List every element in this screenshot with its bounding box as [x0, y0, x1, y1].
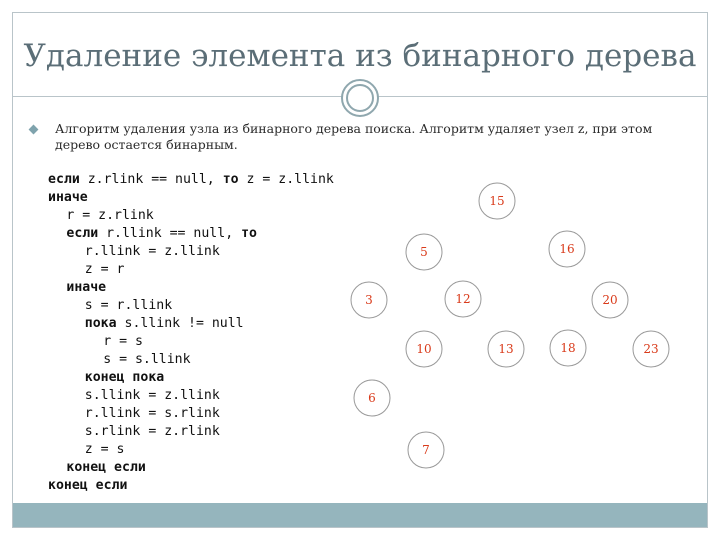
tree-node-23: 23: [632, 330, 670, 368]
code-text: z = z.llink: [238, 172, 334, 187]
code-line: r.llink = z.llink: [48, 243, 334, 261]
code-line: конец если: [48, 477, 334, 495]
tree-edge: [579, 263, 599, 286]
tree-node-16: 16: [548, 230, 586, 268]
tree-node-circle: [353, 379, 391, 417]
tree-node-18: 18: [549, 329, 587, 367]
tree-edge: [435, 313, 452, 335]
tree-node-label: 20: [602, 293, 617, 307]
code-keyword: если: [48, 172, 80, 187]
code-text: s.llink != null: [116, 316, 244, 331]
tree-node-circle: [549, 329, 587, 367]
tree-node-circle: [478, 182, 516, 220]
code-line: z = s: [48, 441, 334, 459]
code-line: иначе: [48, 279, 334, 297]
code-line: s.rlink = z.rlink: [48, 423, 334, 441]
circle-ornament-icon: [341, 79, 379, 117]
code-keyword: то: [241, 226, 257, 241]
tree-node-label: 15: [489, 194, 504, 208]
code-text: s = s.llink: [103, 352, 191, 367]
tree-node-circle: [350, 281, 388, 319]
code-line: иначе: [48, 189, 334, 207]
code-keyword: конец если: [66, 460, 146, 475]
slide-title: Удаление элемента из бинарного дерева: [23, 38, 697, 74]
tree-node-7: 7: [407, 431, 445, 469]
tree-node-label: 5: [420, 245, 428, 259]
tree-node-circle: [487, 330, 525, 368]
tree-node-label: 7: [422, 443, 430, 457]
code-text: r.llink == null,: [98, 226, 242, 241]
tree-node-5: 5: [405, 233, 443, 271]
code-keyword: конец если: [48, 478, 128, 493]
code-line: r.llink = s.rlink: [48, 405, 334, 423]
intro-text: Алгоритм удаления узла из бинарного дере…: [55, 121, 653, 152]
footer-bar: [13, 503, 707, 527]
code-keyword: иначе: [48, 190, 88, 205]
code-line: r = z.rlink: [48, 207, 334, 225]
code-text: r = z.rlink: [66, 208, 154, 223]
code-keyword: если: [66, 226, 99, 241]
tree-node-10: 10: [405, 330, 443, 368]
tree-edge: [385, 361, 411, 385]
tree-node-label: 16: [559, 242, 574, 256]
tree-edge: [439, 211, 482, 241]
code-keyword: конец пока: [84, 370, 165, 385]
tree-edge: [385, 410, 413, 437]
tree-node-label: 18: [560, 341, 575, 355]
code-text: s.rlink = z.rlink: [84, 424, 220, 439]
tree-node-15: 15: [478, 182, 516, 220]
code-line: если r.llink == null, то: [48, 225, 334, 243]
code-line: z = r: [48, 261, 334, 279]
code-line: s.llink = z.llink: [48, 387, 334, 405]
tree-node-12: 12: [444, 280, 482, 318]
code-line: пока s.llink != null: [48, 315, 334, 333]
code-keyword: то: [222, 172, 239, 187]
tree-edge: [475, 313, 495, 336]
tree-node-circle: [548, 230, 586, 268]
code-line: s = s.llink: [48, 351, 334, 369]
tree-node-circle: [405, 330, 443, 368]
code-text: r.llink = s.rlink: [84, 406, 220, 421]
tree-node-label: 6: [368, 391, 376, 405]
tree-node-6: 6: [353, 379, 391, 417]
code-text: z = r: [84, 262, 125, 277]
code-text: r.llink = z.llink: [84, 244, 220, 259]
tree-node-label: 23: [643, 342, 658, 356]
tree-node-20: 20: [591, 281, 629, 319]
code-line: конец пока: [48, 369, 334, 387]
tree-node-circle: [444, 280, 482, 318]
tree-edge: [435, 266, 451, 285]
tree-edge: [383, 264, 411, 288]
tree-node-label: 12: [455, 292, 470, 306]
code-line: r = s: [48, 333, 334, 351]
tree-node-13: 13: [487, 330, 525, 368]
code-keyword: пока: [84, 316, 117, 331]
tree-node-circle: [632, 330, 670, 368]
code-line: конец если: [48, 459, 334, 477]
tree-node-circle: [407, 431, 445, 469]
tree-node-circle: [591, 281, 629, 319]
code-text: z.rlink == null,: [79, 172, 223, 187]
code-line: если z.rlink == null, то z = z.llink: [48, 171, 334, 189]
tree-edge: [580, 314, 598, 335]
tree-node-3: 3: [350, 281, 388, 319]
code-text: z = s: [84, 442, 125, 457]
tree-node-circle: [405, 233, 443, 271]
code-keyword: иначе: [66, 280, 107, 295]
code-text: r = s: [103, 334, 143, 349]
code-text: s.llink = z.llink: [84, 388, 220, 403]
tree-node-label: 3: [365, 293, 373, 307]
tree-edge: [622, 314, 640, 335]
tree-node-label: 10: [416, 342, 431, 356]
code-line: s = r.llink: [48, 297, 334, 315]
pseudocode-block: если z.rlink == null, то z = z.llink инач…: [48, 171, 334, 495]
code-text: s = r.llink: [84, 298, 173, 313]
tree-edge: [512, 211, 552, 239]
tree-node-label: 13: [498, 342, 513, 356]
